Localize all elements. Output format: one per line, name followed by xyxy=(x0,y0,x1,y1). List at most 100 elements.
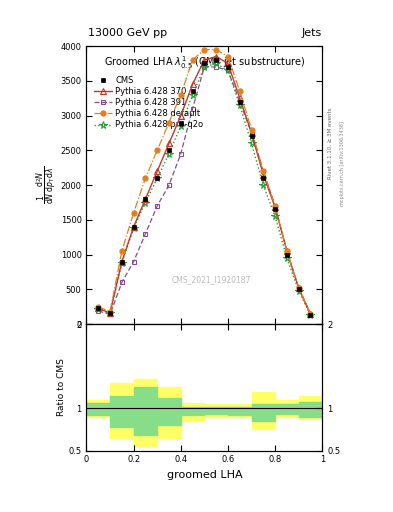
CMS xyxy=(119,259,124,265)
Pythia 6.428 pro-q2o xyxy=(249,140,254,146)
Pythia 6.428 391 xyxy=(108,311,112,317)
Pythia 6.428 391 xyxy=(155,203,160,209)
Y-axis label: Ratio to CMS: Ratio to CMS xyxy=(57,358,66,416)
Pythia 6.428 default xyxy=(178,92,183,98)
Pythia 6.428 pro-q2o xyxy=(119,260,124,266)
Text: CMS_2021_I1920187: CMS_2021_I1920187 xyxy=(172,275,251,284)
CMS xyxy=(214,57,219,63)
Pythia 6.428 pro-q2o xyxy=(261,182,266,188)
Pythia 6.428 370 xyxy=(226,60,230,67)
Pythia 6.428 pro-q2o xyxy=(226,68,230,74)
Pythia 6.428 391 xyxy=(143,231,148,237)
Pythia 6.428 391 xyxy=(119,280,124,286)
Pythia 6.428 default xyxy=(237,88,242,94)
CMS xyxy=(296,286,301,292)
Pythia 6.428 default xyxy=(119,248,124,254)
CMS xyxy=(131,224,136,230)
Line: Pythia 6.428 default: Pythia 6.428 default xyxy=(96,47,313,316)
Pythia 6.428 default xyxy=(226,53,230,59)
Pythia 6.428 default xyxy=(167,119,171,125)
CMS xyxy=(202,60,207,67)
Pythia 6.428 pro-q2o xyxy=(155,175,160,181)
CMS xyxy=(155,175,160,181)
CMS xyxy=(178,119,183,125)
Pythia 6.428 370 xyxy=(214,53,219,59)
CMS xyxy=(167,147,171,154)
CMS xyxy=(308,312,313,318)
Pythia 6.428 pro-q2o xyxy=(296,288,301,294)
Pythia 6.428 370 xyxy=(155,168,160,174)
Pythia 6.428 pro-q2o xyxy=(308,312,313,318)
X-axis label: groomed LHA: groomed LHA xyxy=(167,470,242,480)
Pythia 6.428 391 xyxy=(237,99,242,105)
CMS xyxy=(273,206,277,212)
Pythia 6.428 370 xyxy=(261,172,266,178)
Pythia 6.428 pro-q2o xyxy=(143,200,148,206)
CMS xyxy=(226,64,230,70)
Pythia 6.428 370 xyxy=(249,130,254,136)
Pythia 6.428 370 xyxy=(108,310,112,316)
Pythia 6.428 pro-q2o xyxy=(167,151,171,157)
Line: Pythia 6.428 391: Pythia 6.428 391 xyxy=(96,65,313,317)
Pythia 6.428 370 xyxy=(167,140,171,146)
Pythia 6.428 pro-q2o xyxy=(202,64,207,70)
Line: Pythia 6.428 pro-q2o: Pythia 6.428 pro-q2o xyxy=(94,59,314,319)
Pythia 6.428 default xyxy=(131,210,136,216)
Pythia 6.428 391 xyxy=(261,168,266,174)
Pythia 6.428 default xyxy=(308,311,313,317)
CMS xyxy=(249,134,254,140)
Pythia 6.428 370 xyxy=(96,305,101,311)
Pythia 6.428 pro-q2o xyxy=(178,123,183,129)
CMS xyxy=(190,88,195,94)
CMS xyxy=(261,175,266,181)
Pythia 6.428 pro-q2o xyxy=(237,102,242,108)
Pythia 6.428 391 xyxy=(273,203,277,209)
Text: 13000 GeV pp: 13000 GeV pp xyxy=(88,28,167,38)
Pythia 6.428 pro-q2o xyxy=(108,310,112,316)
Pythia 6.428 default xyxy=(190,57,195,63)
Pythia 6.428 391 xyxy=(285,248,289,254)
Pythia 6.428 391 xyxy=(202,64,207,70)
Pythia 6.428 pro-q2o xyxy=(285,255,289,261)
Line: Pythia 6.428 370: Pythia 6.428 370 xyxy=(95,53,314,317)
Pythia 6.428 pro-q2o xyxy=(131,225,136,231)
Pythia 6.428 default xyxy=(108,309,112,315)
Pythia 6.428 391 xyxy=(167,182,171,188)
Pythia 6.428 370 xyxy=(237,95,242,101)
Pythia 6.428 pro-q2o xyxy=(273,214,277,220)
Pythia 6.428 391 xyxy=(214,64,219,70)
Line: CMS: CMS xyxy=(96,57,313,317)
Pythia 6.428 391 xyxy=(226,68,230,74)
Pythia 6.428 default xyxy=(143,175,148,181)
CMS xyxy=(143,196,148,202)
Legend: CMS, Pythia 6.428 370, Pythia 6.428 391, Pythia 6.428 default, Pythia 6.428 pro-: CMS, Pythia 6.428 370, Pythia 6.428 391,… xyxy=(93,75,204,130)
Pythia 6.428 default xyxy=(214,47,219,53)
Pythia 6.428 391 xyxy=(96,308,101,314)
Text: Groomed LHA $\lambda^{1}_{0.5}$ (CMS jet substructure): Groomed LHA $\lambda^{1}_{0.5}$ (CMS jet… xyxy=(104,54,305,71)
Pythia 6.428 370 xyxy=(308,311,313,317)
Pythia 6.428 pro-q2o xyxy=(96,306,101,312)
Pythia 6.428 370 xyxy=(119,259,124,265)
CMS xyxy=(96,305,101,311)
Pythia 6.428 370 xyxy=(143,196,148,202)
Pythia 6.428 370 xyxy=(202,57,207,63)
Pythia 6.428 default xyxy=(155,147,160,154)
Pythia 6.428 default xyxy=(273,203,277,209)
Pythia 6.428 391 xyxy=(131,259,136,265)
Pythia 6.428 370 xyxy=(296,285,301,291)
Pythia 6.428 default xyxy=(249,126,254,133)
Pythia 6.428 370 xyxy=(178,113,183,119)
Pythia 6.428 default xyxy=(96,304,101,310)
Pythia 6.428 default xyxy=(202,47,207,53)
Pythia 6.428 default xyxy=(261,168,266,174)
Pythia 6.428 pro-q2o xyxy=(214,60,219,67)
Pythia 6.428 391 xyxy=(308,311,313,317)
Pythia 6.428 pro-q2o xyxy=(190,92,195,98)
Text: Rivet 3.1.10, ≥ 3M events: Rivet 3.1.10, ≥ 3M events xyxy=(328,108,333,179)
CMS xyxy=(237,99,242,105)
CMS xyxy=(285,251,289,258)
Pythia 6.428 391 xyxy=(296,285,301,291)
Y-axis label: $\frac{1}{\mathrm{d}N}\frac{\mathrm{d}^{2}N}{\mathrm{d}p_{\mathrm{T}}\,\mathrm{d: $\frac{1}{\mathrm{d}N}\frac{\mathrm{d}^{… xyxy=(35,166,58,204)
Pythia 6.428 370 xyxy=(273,204,277,210)
Pythia 6.428 391 xyxy=(249,130,254,136)
